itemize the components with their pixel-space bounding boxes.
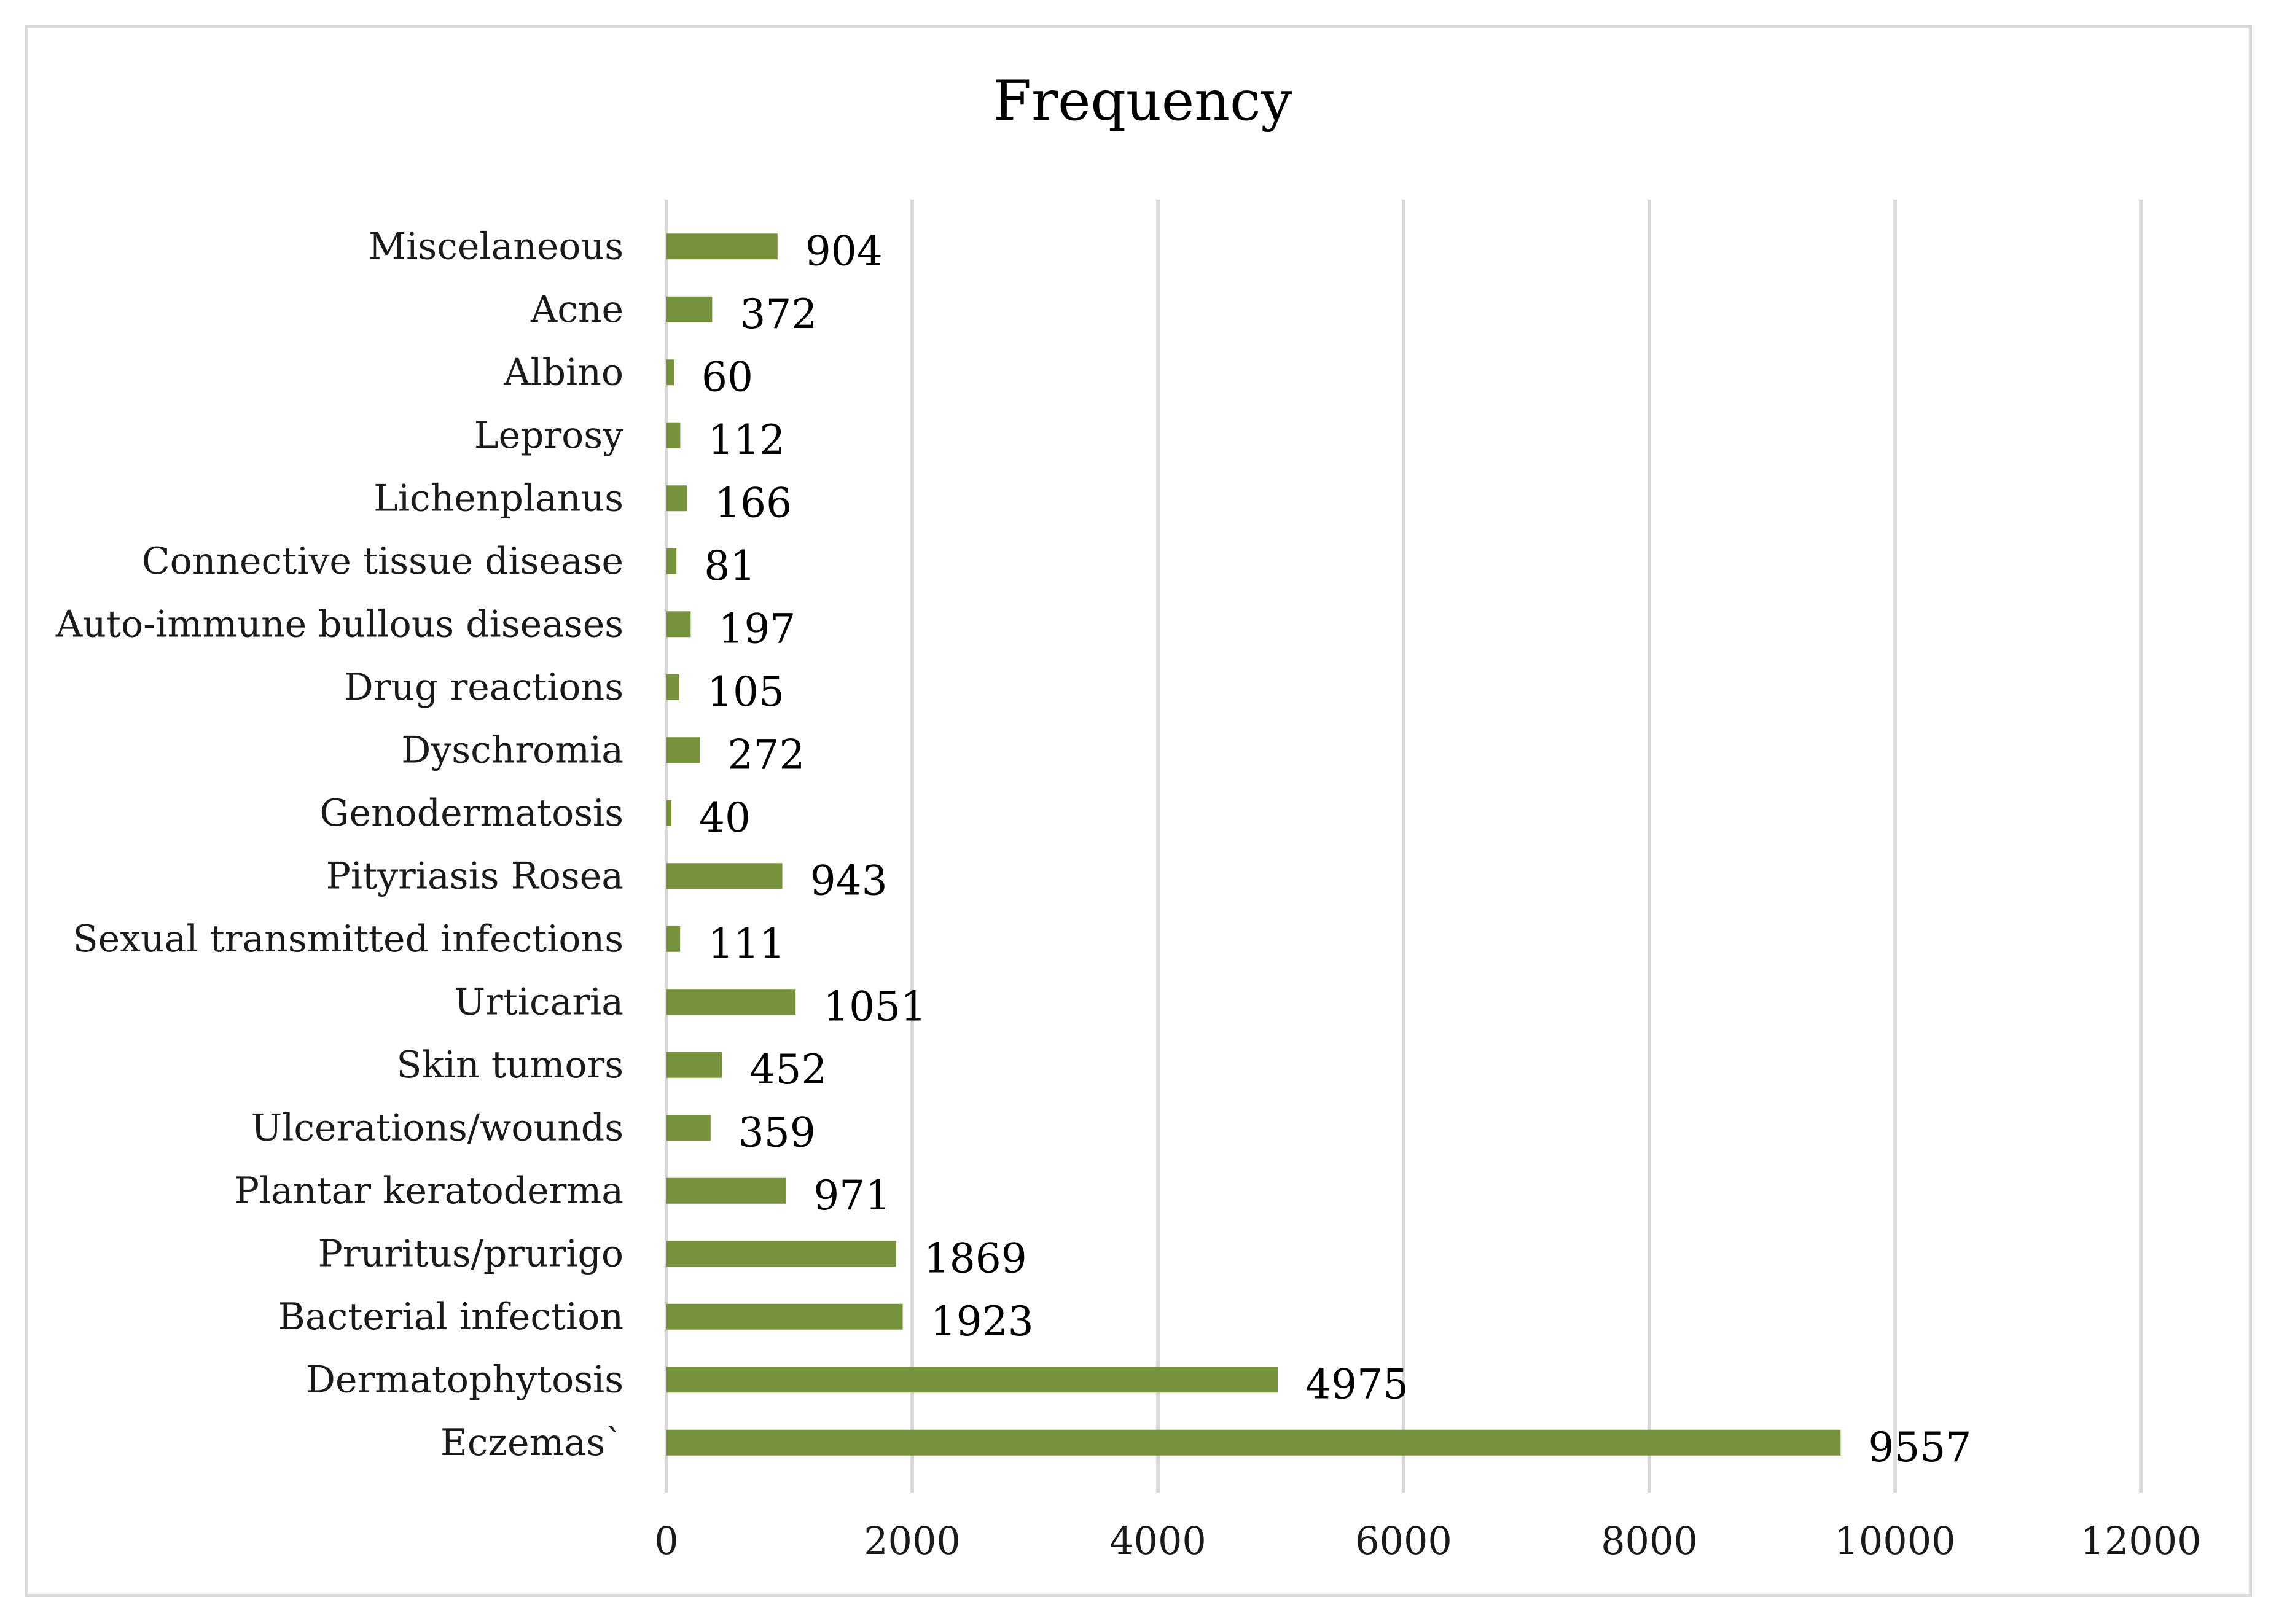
bar	[666, 926, 681, 952]
data-label: 111	[708, 920, 785, 967]
data-label: 81	[704, 542, 756, 590]
data-label: 452	[749, 1046, 827, 1093]
data-label: 372	[740, 291, 817, 338]
data-label: 904	[805, 227, 883, 275]
data-label: 166	[714, 479, 792, 526]
data-label: 359	[738, 1109, 816, 1156]
bar	[666, 1429, 1841, 1456]
bar	[666, 233, 778, 260]
data-label: 272	[727, 731, 805, 778]
data-label: 105	[707, 668, 784, 716]
x-tick-label: 4000	[1109, 1518, 1206, 1563]
category-label: Dermatophytosis	[306, 1358, 624, 1401]
bar	[666, 674, 679, 700]
category-label: Dyschromia	[401, 728, 624, 771]
bar	[666, 989, 796, 1015]
bar	[666, 611, 691, 638]
x-tick-label: 12000	[2080, 1518, 2201, 1563]
data-label: 1869	[924, 1235, 1027, 1282]
category-label: Sexual transmitted infections	[73, 918, 624, 961]
category-label: Eczemas`	[440, 1421, 624, 1464]
data-label: 4975	[1305, 1360, 1409, 1408]
category-label: Bacterial infection	[278, 1295, 624, 1338]
gridlines	[665, 200, 2143, 1493]
category-label: Plantar keratoderma	[235, 1169, 624, 1212]
bar	[666, 1115, 711, 1141]
category-label: Leprosy	[474, 414, 624, 457]
data-label: 9557	[1868, 1424, 1971, 1471]
category-label: Genodermatosis	[320, 792, 624, 835]
bar	[666, 1177, 786, 1204]
chart-frame: Frequency Eczemas` Dermatophytosis Bacteri…	[25, 25, 2252, 1597]
data-label: 943	[810, 857, 888, 904]
data-label: 40	[699, 794, 751, 841]
bar	[666, 1367, 1278, 1393]
x-tick-label: 6000	[1355, 1518, 1452, 1563]
category-label: Skin tumors	[396, 1044, 624, 1087]
bar	[666, 1303, 903, 1330]
category-label: Drug reactions	[344, 666, 624, 709]
category-label: Ulcerations/wounds	[251, 1106, 624, 1149]
category-label: Albino	[503, 351, 624, 394]
x-tick-label: 0	[654, 1518, 678, 1563]
data-label: 60	[702, 353, 753, 400]
category-label: Lichenplanus	[373, 477, 624, 520]
category-label: Connective tissue disease	[142, 540, 624, 583]
bar	[666, 359, 674, 386]
chart-title: Frequency	[993, 69, 1292, 133]
data-label: 112	[708, 416, 785, 464]
bar	[666, 1052, 722, 1078]
x-tick-label: 10000	[1834, 1518, 1955, 1563]
category-label: Pruritus/prurigo	[318, 1232, 624, 1275]
bar	[666, 1241, 896, 1267]
x-axis-tick-labels: 0 2000 4000 6000 8000 10000 12000	[654, 1518, 2201, 1563]
bar	[666, 296, 713, 322]
category-label: Urticaria	[454, 980, 624, 1023]
data-label: 971	[813, 1172, 891, 1219]
data-label: 197	[718, 605, 796, 652]
data-label: 1051	[823, 983, 926, 1030]
bar	[666, 800, 671, 826]
category-label: Miscelaneous	[369, 225, 624, 268]
x-tick-label: 2000	[864, 1518, 961, 1563]
bars	[666, 233, 1841, 1456]
bar	[666, 422, 681, 448]
bar	[666, 548, 677, 574]
bar	[666, 863, 783, 889]
data-label: 1923	[931, 1298, 1034, 1345]
x-tick-label: 8000	[1601, 1518, 1698, 1563]
bar-chart: Frequency Eczemas` Dermatophytosis Bacteri…	[55, 69, 2202, 1563]
bar	[666, 737, 700, 763]
category-label: Pityriasis Rosea	[326, 854, 624, 897]
category-label: Auto-immune bullous diseases	[55, 603, 624, 646]
bar	[666, 485, 687, 512]
category-label: Acne	[530, 288, 624, 331]
data-labels: 9557 4975 1923 1869 971 359 452 1051 111 943 40 272…	[699, 227, 1971, 1471]
category-labels: Eczemas` Dermatophytosis Bacterial infecti…	[55, 225, 624, 1464]
